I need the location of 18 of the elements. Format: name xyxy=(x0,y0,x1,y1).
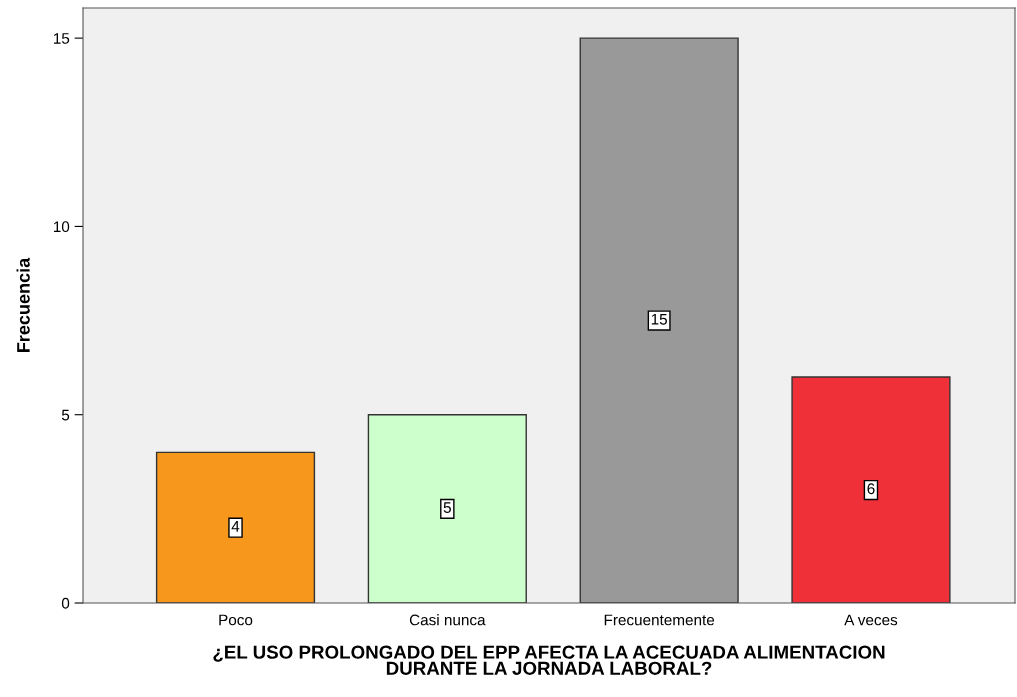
x-tick-label: Frecuentemente xyxy=(604,614,715,626)
bar xyxy=(791,376,951,603)
x-axis-title: ¿EL USO PROLONGADO DEL EPP AFECTA LA ACECUADA ALIMENTACION DURANTE LA JORNADA LABORAL? xyxy=(213,645,885,675)
data-label: 15 xyxy=(651,314,667,325)
y-tick-label: 5 xyxy=(61,409,70,421)
y-tick-label: 0 xyxy=(61,597,70,609)
y-tick-label: 10 xyxy=(53,221,70,233)
data-label: 6 xyxy=(867,483,875,495)
bar xyxy=(579,37,739,603)
y-axis-title: Frecuencia xyxy=(16,257,30,352)
data-label: 5 xyxy=(443,502,451,513)
x-tick-label: A veces xyxy=(844,614,898,626)
x-tick-label: Casi nunca xyxy=(409,614,486,626)
x-tick-label: Poco xyxy=(219,614,253,626)
bar xyxy=(367,414,527,603)
y-tick-label: 15 xyxy=(53,33,70,44)
bar xyxy=(155,451,316,603)
data-label: 4 xyxy=(231,521,240,532)
